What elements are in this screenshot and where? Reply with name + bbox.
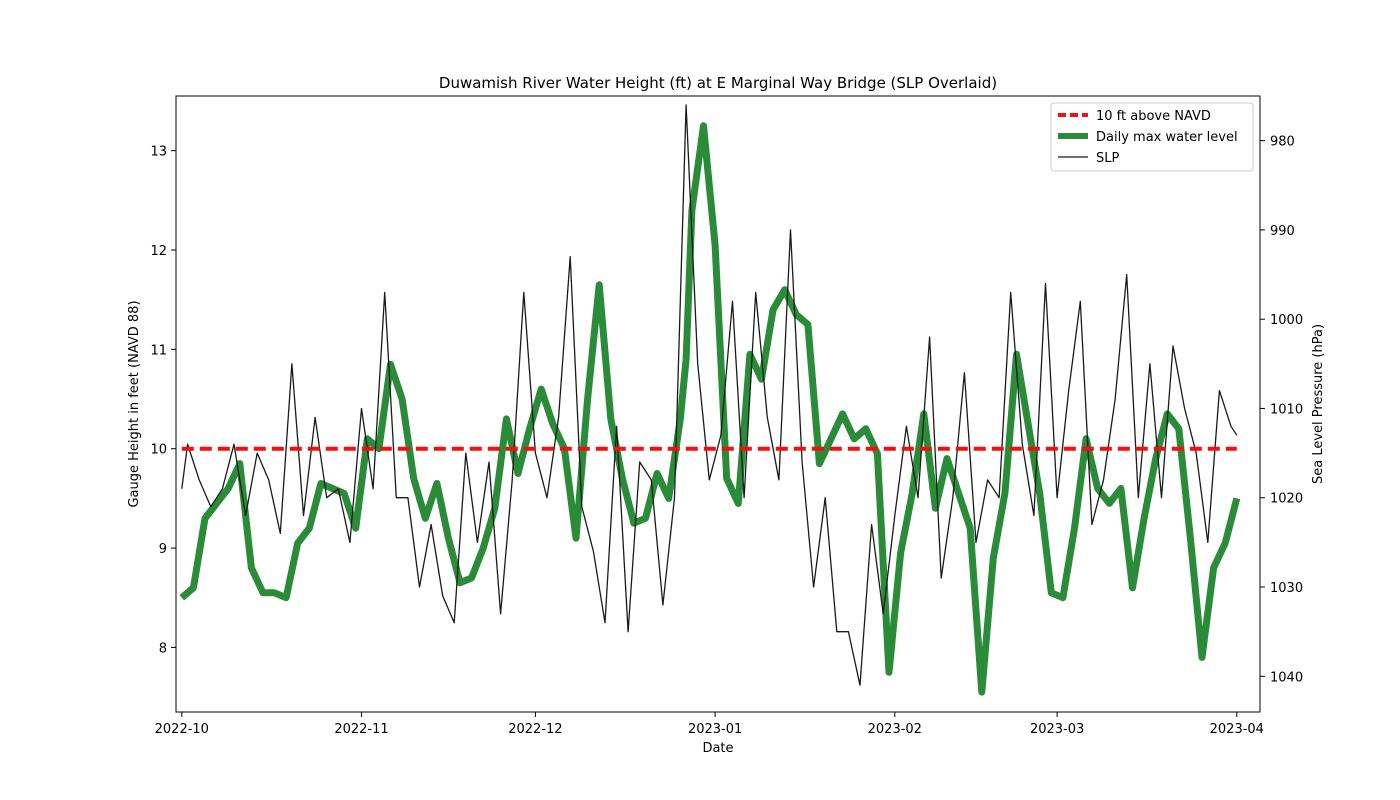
legend-label: 10 ft above NAVD xyxy=(1096,109,1211,124)
y-left-tick-label: 10 xyxy=(150,443,167,458)
legend-box xyxy=(1050,102,1254,172)
y-axis-right: 980 990 1000 1010 1020 1030 1040 xyxy=(1260,135,1303,685)
series-line-slp xyxy=(181,104,1238,686)
y-left-tick-label: 13 xyxy=(150,145,167,160)
y-right-tick-label: 980 xyxy=(1270,135,1295,150)
legend: 10 ft above NAVD Daily max water level SLP xyxy=(1050,102,1254,172)
y-right-tick-label: 1000 xyxy=(1270,313,1303,328)
y-left-tick-label: 9 xyxy=(159,542,167,557)
x-tick-label: 2022-12 xyxy=(508,722,562,737)
x-tick-label: 2023-01 xyxy=(688,722,742,737)
x-tick-label: 2022-10 xyxy=(155,722,209,737)
y-left-tick-label: 11 xyxy=(150,343,167,358)
plot-frame xyxy=(175,95,1261,713)
series-line-daily-max-water-level xyxy=(179,122,1241,696)
y-right-tick-label: 1040 xyxy=(1270,670,1303,685)
y-axis-label-left: Gauge Height in feet (NAVD 88) xyxy=(127,300,142,507)
y-right-tick-label: 1030 xyxy=(1270,581,1303,596)
y-right-tick-label: 1010 xyxy=(1270,402,1303,417)
y-right-tick-label: 1020 xyxy=(1270,492,1303,507)
y-axis-left: 8 9 10 11 12 13 xyxy=(150,145,176,656)
y-left-tick-label: 8 xyxy=(159,641,167,656)
y-right-tick-label: 990 xyxy=(1270,224,1295,239)
x-tick-label: 2023-04 xyxy=(1210,722,1264,737)
x-tick-label: 2022-11 xyxy=(334,722,388,737)
x-tick-label: 2023-02 xyxy=(868,722,922,737)
x-axis: 2022-10 2022-11 2022-12 2023-01 2023-02 2023-… xyxy=(155,712,1264,737)
y-left-tick-label: 12 xyxy=(150,244,167,259)
series-layer xyxy=(179,104,1241,696)
chart-title: Duwamish River Water Height (ft) at E Ma… xyxy=(439,74,997,92)
x-tick-label: 2023-03 xyxy=(1030,722,1084,737)
legend-label: Daily max water level xyxy=(1096,130,1238,145)
x-axis-label: Date xyxy=(702,741,733,756)
y-axis-label-right: Sea Level Pressure (hPa) xyxy=(1311,324,1326,484)
legend-label: SLP xyxy=(1096,151,1119,166)
